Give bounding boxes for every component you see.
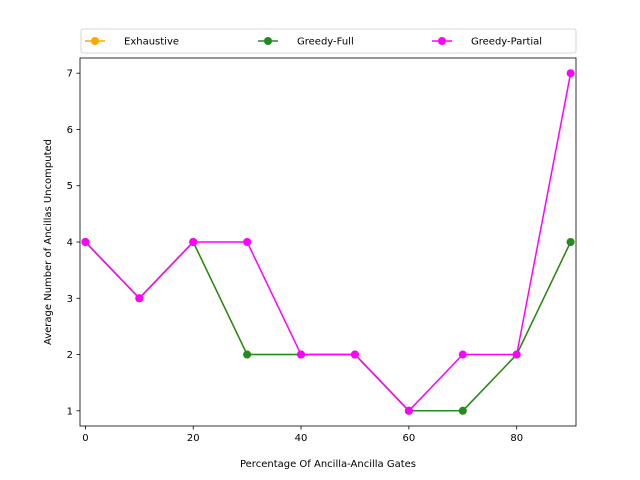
data-point-greedy-partial <box>81 238 90 246</box>
data-point-greedy-partial <box>297 350 306 359</box>
legend-label-greedy-partial: Greedy-Partial <box>471 37 542 48</box>
x-axis: 0 20 40 60 80 <box>82 426 523 444</box>
legend-label-exhaustive: Exhaustive <box>124 37 179 48</box>
data-point-greedy-partial <box>135 294 144 303</box>
data-point-greedy-full <box>458 406 467 415</box>
plot-area <box>81 69 575 415</box>
legend-swatch-marker-exhaustive <box>91 37 99 45</box>
y-axis: 1 2 3 4 5 6 7 <box>67 69 80 417</box>
data-point-greedy-partial <box>189 238 198 246</box>
y-tick-label: 5 <box>67 181 73 192</box>
x-axis-label: Percentage Of Ancilla-Ancilla Gates <box>240 459 416 470</box>
x-tick-label: 20 <box>187 433 200 444</box>
y-tick-label: 1 <box>67 406 73 417</box>
series-line-greedy-partial <box>84 73 572 412</box>
legend-label-greedy-full: Greedy-Full <box>297 37 354 48</box>
y-tick-label: 2 <box>67 350 73 361</box>
data-point-greedy-partial <box>350 350 359 359</box>
data-point-greedy-partial <box>243 238 252 246</box>
legend: Exhaustive Greedy-Full Greedy-Partial <box>80 28 577 54</box>
data-point-greedy-partial <box>512 350 521 359</box>
legend-swatch-marker-greedy-partial <box>438 37 446 45</box>
legend-box <box>80 28 577 54</box>
data-point-greedy-full <box>243 350 252 359</box>
x-tick-label: 60 <box>403 433 416 444</box>
x-tick-label: 40 <box>295 433 308 444</box>
y-tick-label: 3 <box>67 294 73 305</box>
x-tick-label: 0 <box>82 433 88 444</box>
y-tick-label: 7 <box>67 69 73 80</box>
data-point-greedy-partial <box>566 69 575 78</box>
data-point-greedy-partial <box>404 406 413 415</box>
data-point-greedy-full <box>566 238 575 246</box>
y-axis-label: Average Number of Ancillas Uncomputed <box>43 139 54 345</box>
x-tick-label: 80 <box>510 433 523 444</box>
y-tick-label: 6 <box>67 125 73 136</box>
legend-swatch-marker-greedy-full <box>264 37 272 45</box>
data-point-greedy-partial <box>458 350 467 359</box>
y-tick-label: 4 <box>67 238 73 249</box>
